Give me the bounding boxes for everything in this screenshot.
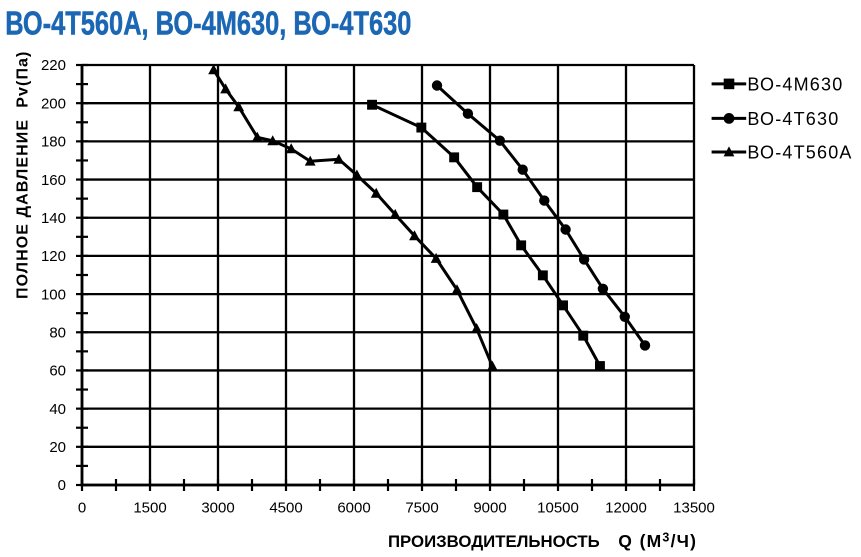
svg-text:13500: 13500: [673, 500, 715, 517]
svg-text:6000: 6000: [337, 500, 370, 517]
svg-text:ВО-4Т630: ВО-4Т630: [747, 109, 839, 129]
svg-text:ПРОИЗВОДИТЕЛЬНОСТЬ: ПРОИЗВОДИТЕЛЬНОСТЬ: [388, 532, 600, 551]
svg-text:0: 0: [78, 500, 86, 517]
svg-text:20: 20: [49, 439, 66, 456]
svg-text:3000: 3000: [201, 500, 234, 517]
svg-text:180: 180: [41, 134, 66, 151]
svg-text:Q: Q: [618, 531, 632, 551]
svg-text:9000: 9000: [473, 500, 506, 517]
svg-text:4500: 4500: [269, 500, 302, 517]
svg-text:140: 140: [41, 210, 66, 227]
svg-text:ПОЛНОЕ ДАВЛЕНИЕ Pv(Па): ПОЛНОЕ ДАВЛЕНИЕ Pv(Па): [15, 51, 32, 299]
svg-text:200: 200: [41, 95, 66, 112]
svg-text:120: 120: [41, 248, 66, 265]
svg-text:10500: 10500: [537, 500, 579, 517]
svg-text:100: 100: [41, 286, 66, 303]
svg-text:ВО-4Т560А: ВО-4Т560А: [747, 142, 852, 162]
svg-text:80: 80: [49, 324, 66, 341]
svg-text:(М3/Ч): (М3/Ч): [640, 531, 698, 551]
svg-text:160: 160: [41, 172, 66, 189]
svg-text:ВО-4М630: ВО-4М630: [747, 74, 843, 94]
svg-text:ВО-4Т560А, ВО-4М630, ВО-4Т630: ВО-4Т560А, ВО-4М630, ВО-4Т630: [5, 5, 411, 42]
svg-text:40: 40: [49, 401, 66, 418]
svg-text:1500: 1500: [133, 500, 166, 517]
svg-text:60: 60: [49, 363, 66, 380]
svg-text:12000: 12000: [605, 500, 647, 517]
svg-text:220: 220: [41, 57, 66, 74]
svg-text:7500: 7500: [405, 500, 438, 517]
svg-text:0: 0: [58, 477, 66, 494]
